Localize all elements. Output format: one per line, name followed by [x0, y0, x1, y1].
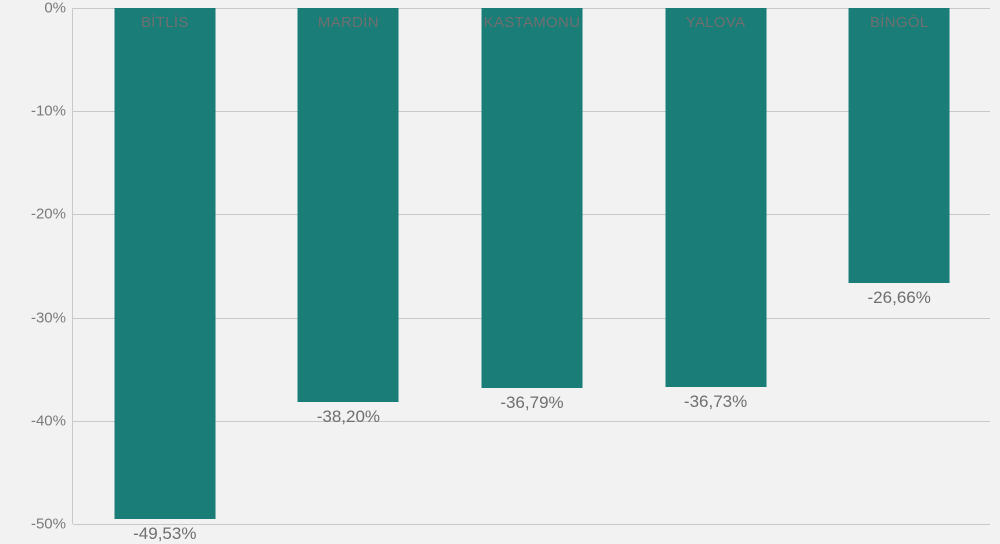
percent-decline-bar-chart: BİTLİS-49,53% MARDİN -38,20% KASTAMONU -36,7…	[0, 0, 1000, 529]
y-axis-tick-label: -30%	[31, 309, 66, 326]
value-label: -36,79%	[500, 393, 563, 413]
y-axis-tick-label: -50%	[31, 516, 66, 533]
category-label: YALOVA	[686, 14, 746, 31]
value-label: -38,20%	[317, 407, 380, 427]
bar-slot: KASTAMONU -36,79%	[440, 8, 624, 524]
bar-slot: BİNGÖL -26,66%	[807, 8, 991, 524]
y-axis-tick-label: 0%	[44, 0, 66, 17]
y-axis-tick-label: -20%	[31, 206, 66, 223]
bar	[482, 8, 583, 388]
value-label: -49,53%	[133, 524, 196, 544]
plot-area: BİTLİS-49,53% MARDİN -38,20% KASTAMONU -36,7…	[72, 8, 990, 524]
bar-slot: MARDİN -38,20%	[257, 8, 441, 524]
bar	[298, 8, 399, 402]
bar-slot: YALOVA -36,73%	[624, 8, 808, 524]
bar	[665, 8, 766, 387]
value-label: -36,73%	[684, 392, 747, 412]
category-label: KASTAMONU	[484, 14, 581, 31]
value-label: -26,66%	[868, 288, 931, 308]
gridline	[73, 524, 990, 525]
bar	[114, 8, 215, 519]
bar	[849, 8, 950, 283]
y-axis-tick-label: -40%	[31, 412, 66, 429]
y-axis-tick-label: -10%	[31, 103, 66, 120]
bar-slot: BİTLİS-49,53%	[73, 8, 257, 524]
category-label: BİTLİS	[141, 14, 189, 31]
category-label: BİNGÖL	[870, 14, 928, 31]
category-label: MARDİN	[318, 14, 379, 31]
